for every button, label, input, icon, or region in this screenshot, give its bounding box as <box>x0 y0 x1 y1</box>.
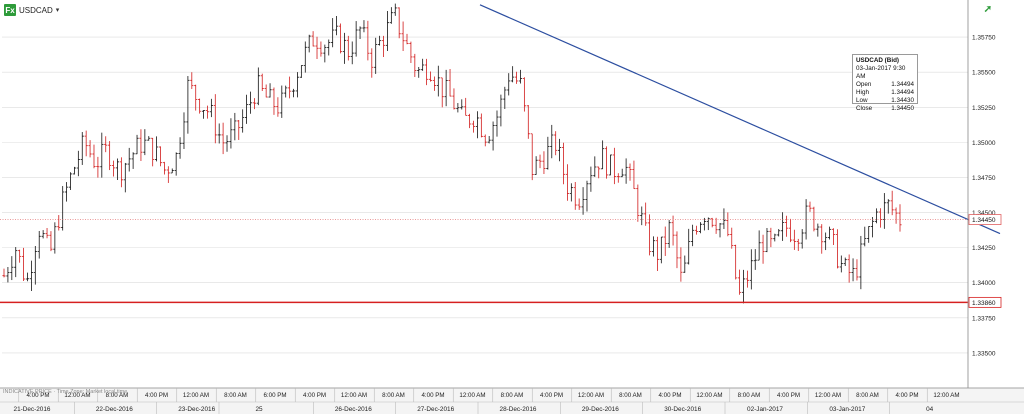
y-tick-label: 1.34500 <box>972 210 996 217</box>
x-date-label: 22-Dec-2016 <box>96 406 133 413</box>
y-tick-label: 1.35000 <box>972 140 996 147</box>
chevron-down-icon[interactable]: ▾ <box>55 7 60 14</box>
current-price-tag: 1.34450 <box>972 217 996 224</box>
y-tick-label: 1.34750 <box>972 175 996 182</box>
x-date-label: 29-Dec-2016 <box>582 406 619 413</box>
chart-header: Fx USDCAD ▾ <box>4 3 59 17</box>
y-tick-label: 1.34000 <box>972 280 996 287</box>
x-time-label: 4:00 PM <box>895 392 918 399</box>
trend-line <box>479 4 1001 235</box>
info-row-close: Close 1.34450 <box>856 105 914 112</box>
x-time-label: 6:00 PM <box>263 392 286 399</box>
x-time-label: 12:00 AM <box>459 392 485 399</box>
candlestick-series <box>2 3 902 304</box>
info-title: USDCAD (Bid) <box>856 57 900 64</box>
price-footnote: INDICATIVE PRICE · Time Zone: Market loc… <box>3 389 128 395</box>
x-time-label: 8:00 AM <box>856 392 879 399</box>
info-row-low: Low 1.34430 <box>856 97 914 104</box>
x-date-label: 27-Dec-2016 <box>417 406 454 413</box>
x-date-label: 04 <box>926 406 934 413</box>
x-time-label: 12:00 AM <box>183 392 209 399</box>
x-time-label: 4:00 PM <box>421 392 444 399</box>
x-time-label: 12:00 AM <box>696 392 722 399</box>
x-date-label: 02-Jan-2017 <box>747 406 783 413</box>
x-date-label: 21-Dec-2016 <box>14 406 51 413</box>
x-date-label: 26-Dec-2016 <box>335 406 372 413</box>
x-time-label: 8:00 AM <box>738 392 761 399</box>
x-time-label: 4:00 PM <box>145 392 168 399</box>
chart-overlays <box>0 4 1001 304</box>
info-row-open: Open 1.34494 <box>856 81 914 88</box>
info-datetime: 03-Jan-2017 9:30 AM <box>856 65 906 80</box>
time-axis: 4:00 PM 12:00 AM 8:00 AM 4:00 PM 12:00 AM 8:0… <box>0 387 1024 414</box>
y-tick-label: 1.35500 <box>972 70 996 77</box>
x-date-label: 28-Dec-2016 <box>500 406 537 413</box>
x-date-label: 25 <box>255 406 263 413</box>
support-price-tag: 1.33860 <box>972 300 996 307</box>
x-time-label: 4:00 PM <box>26 392 49 399</box>
current-price-tag-box <box>968 214 1002 225</box>
x-time-label: 4:00 PM <box>777 392 800 399</box>
support-price-tag-box <box>968 296 1002 308</box>
x-time-label: 12:00 AM <box>341 392 367 399</box>
x-time-label: 8:00 AM <box>382 392 405 399</box>
fx-icon: Fx <box>4 4 16 16</box>
y-tick-label: 1.35250 <box>972 105 996 112</box>
price-axis: 1.33500 1.33750 1.34000 1.34250 1.34500 1.347… <box>967 0 1002 414</box>
x-time-label: 8:00 AM <box>619 392 642 399</box>
x-time-label: 12:00 AM <box>64 392 90 399</box>
x-time-label: 8:00 AM <box>224 392 247 399</box>
y-tick-label: 1.35750 <box>972 35 996 42</box>
x-time-label: 4:00 PM <box>658 392 681 399</box>
chart-grid <box>2 36 968 354</box>
x-time-label: 12:00 AM <box>815 392 841 399</box>
y-tick-label: 1.34250 <box>972 245 996 252</box>
x-time-label: 8:00 AM <box>501 392 524 399</box>
x-time-label: 12:00 AM <box>578 392 604 399</box>
x-date-label: 23-Dec-2016 <box>178 406 215 413</box>
x-date-label: 03-Jan-2017 <box>829 406 865 413</box>
x-time-label: 8:00 AM <box>106 392 129 399</box>
y-tick-label: 1.33750 <box>972 315 996 322</box>
x-time-label: 4:00 PM <box>540 392 563 399</box>
symbol-label[interactable]: USDCAD <box>19 5 53 15</box>
x-time-label: 4:00 PM <box>303 392 326 399</box>
x-time-label: 12:00 AM <box>933 392 959 399</box>
x-date-label: 30-Dec-2016 <box>664 406 701 413</box>
x-axis-band <box>0 388 1024 414</box>
y-tick-label: 1.33500 <box>972 350 996 357</box>
trend-arrow-icon[interactable]: ➚ <box>983 4 992 15</box>
ohlc-info-box: USDCAD (Bid) 03-Jan-2017 9:30 AM Open 1.3… <box>852 54 918 112</box>
info-row-high: High 1.34494 <box>856 89 914 96</box>
